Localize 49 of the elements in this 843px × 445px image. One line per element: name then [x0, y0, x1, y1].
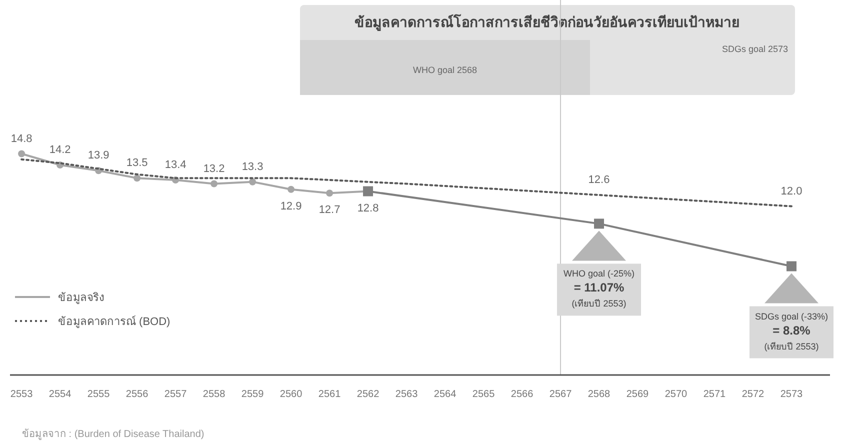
- data-label: 12.0: [780, 185, 802, 198]
- x-tick-label: 2565: [472, 389, 496, 400]
- annotation: WHO goal 2568: [412, 65, 478, 75]
- x-tick-label: 2568: [588, 389, 611, 400]
- x-tick-label: 2564: [434, 389, 457, 400]
- x-tick-label: 2553: [10, 389, 34, 400]
- legend-label: ข้อมูลจริง: [58, 292, 104, 304]
- x-tick-label: 2567: [549, 389, 572, 400]
- data-label: 12.9: [280, 200, 302, 212]
- x-tick-label: 2557: [164, 389, 188, 400]
- data-label: 13.4: [164, 159, 186, 171]
- point: [210, 180, 218, 188]
- point: [594, 218, 604, 229]
- annotation: WHO goal (-25%) = 11.07% (เทียบปี 2553): [564, 268, 635, 309]
- point: [134, 174, 141, 182]
- data-label: 14.2: [49, 144, 71, 156]
- data-label: 13.5: [126, 157, 148, 170]
- point: [18, 150, 26, 158]
- data-label: 14.8: [10, 132, 32, 145]
- x-tick-label: 2572: [742, 389, 765, 400]
- x-tick-label: 2555: [87, 389, 110, 400]
- legend-label: ข้อมูลคาดการณ์ (BOD): [58, 315, 170, 328]
- x-tick-label: 2563: [395, 389, 418, 400]
- data-label: 12.8: [357, 202, 379, 214]
- annotation: SDGs goal (-33%) = 8.8% (เทียบปี 2553): [754, 311, 828, 352]
- text: ข้อมูลคาดการณ์โอกาสการเสียชีวิตก่อนวัยอันควรเทียบเป้าหมาย: [354, 13, 740, 31]
- data-label: 12.7: [318, 204, 340, 216]
- x-tick-label: 2562: [356, 389, 380, 400]
- x-tick-label: 2566: [510, 389, 534, 400]
- x-tick-label: 2558: [202, 389, 226, 400]
- point: [288, 186, 295, 193]
- x-tick-label: 2573: [780, 389, 804, 400]
- x-tick-label: 2560: [280, 389, 303, 400]
- data-label: 13.9: [88, 150, 110, 162]
- data-label: 12.6: [588, 174, 610, 186]
- point: [786, 261, 796, 272]
- x-tick-label: 2569: [626, 389, 650, 400]
- x-tick-label: 2561: [318, 389, 342, 400]
- data-label: 13.3: [242, 160, 264, 173]
- text: ข้อมูลจาก : (Burden of Disease Thailand): [22, 428, 204, 440]
- point: [326, 190, 334, 197]
- x-tick-label: 2559: [241, 389, 264, 400]
- x-tick-label: 2570: [664, 389, 688, 400]
- point: [249, 178, 256, 186]
- x-tick-label: 2554: [48, 389, 72, 400]
- annotation: SDGs goal 2573: [722, 44, 788, 54]
- data-label: 13.2: [203, 162, 225, 175]
- x-tick-label: 2571: [703, 389, 726, 400]
- x-tick-label: 2556: [126, 389, 149, 400]
